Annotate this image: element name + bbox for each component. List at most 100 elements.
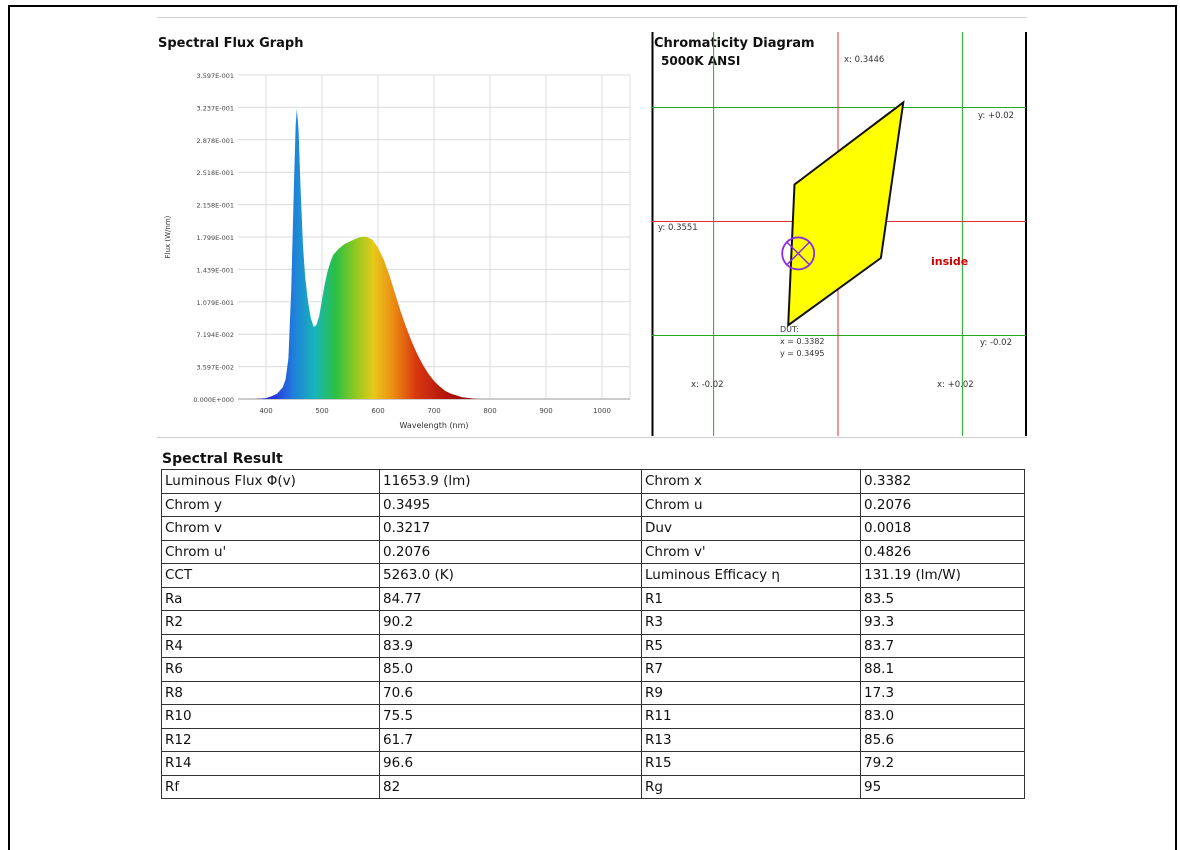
result-label: Rg	[641, 774, 861, 799]
table-row: R8 70.6 R9 17.3	[161, 680, 1025, 705]
chromaticity-subtitle: 5000K ANSI	[661, 54, 741, 68]
result-value: 85.0	[379, 657, 642, 682]
result-label: Chrom v'	[641, 539, 861, 564]
table-row: Chrom u' 0.2076 Chrom v' 0.4826	[161, 539, 1025, 564]
result-label: Chrom x	[641, 469, 861, 494]
y-tick-label: 1.799E-001	[197, 234, 234, 242]
dut-circle	[781, 236, 816, 271]
result-value: 0.3495	[379, 492, 642, 517]
result-label: R10	[161, 704, 380, 729]
result-value: 83.7	[860, 633, 1025, 658]
y-tick-label: 2.878E-001	[197, 137, 234, 145]
y-tick-label: 1.439E-001	[197, 266, 234, 274]
result-label: R14	[161, 751, 380, 776]
result-value: 75.5	[379, 704, 642, 729]
table-row: Chrom v 0.3217 Duv 0.0018	[161, 516, 1025, 541]
result-label: Chrom u'	[161, 539, 380, 564]
result-value: 79.2	[860, 751, 1025, 776]
label-y-plus: y: +0.02	[978, 111, 1014, 121]
result-label: Duv	[641, 516, 861, 541]
table-row: R10 75.5 R11 83.0	[161, 704, 1025, 729]
y-tick-label: 2.518E-001	[197, 169, 234, 177]
result-value: 83.5	[860, 586, 1025, 611]
result-value: 0.3217	[379, 516, 642, 541]
result-value: 93.3	[860, 610, 1025, 635]
y-tick-label: 2.158E-001	[197, 202, 234, 210]
result-value: 0.2076	[860, 492, 1025, 517]
result-label: R5	[641, 633, 861, 658]
table-row: Ra 84.77 R1 83.5	[161, 586, 1025, 611]
table-row: CCT 5263.0 (K) Luminous Efficacy η 131.19 (…	[161, 563, 1025, 588]
result-value: 83.0	[860, 704, 1025, 729]
table-row: Chrom y 0.3495 Chrom u 0.2076	[161, 492, 1025, 517]
result-value: 95	[860, 774, 1025, 799]
result-value: 83.9	[379, 633, 642, 658]
spectral-flux-chart: 0.000E+000 3.597E-002 7.194E-002 1.079E-001…	[164, 72, 631, 430]
dut-marker	[781, 236, 816, 271]
result-label: Chrom y	[161, 492, 380, 517]
spectrum-area	[254, 109, 479, 399]
result-value: 85.6	[860, 727, 1025, 752]
label-y-center: y: 0.3551	[658, 223, 698, 233]
top-divider	[157, 17, 1027, 18]
result-label: R13	[641, 727, 861, 752]
x-tick-label: 600	[371, 407, 384, 415]
label-x-center: x: 0.3446	[844, 55, 884, 65]
x-tick-label: 500	[315, 407, 328, 415]
dut-cross	[786, 241, 810, 266]
result-label: R9	[641, 680, 861, 705]
result-label: CCT	[161, 563, 380, 588]
x-axis-label: Wavelength (nm)	[399, 421, 468, 430]
y-tick-label: 7.194E-002	[197, 331, 234, 339]
result-label: Ra	[161, 586, 380, 611]
result-value: 96.6	[379, 751, 642, 776]
y-tick-label: 3.597E-001	[197, 72, 234, 80]
result-value: 88.1	[860, 657, 1025, 682]
result-label: R11	[641, 704, 861, 729]
spectral-result-table: Luminous Flux Φ(v) 11653.9 (lm) Chrom x 0.3…	[161, 469, 1025, 799]
result-value: 61.7	[379, 727, 642, 752]
result-label: Rf	[161, 774, 380, 799]
result-label: R2	[161, 610, 380, 635]
table-row: R14 96.6 R15 79.2	[161, 751, 1025, 776]
result-label: R15	[641, 751, 861, 776]
dut-y: y = 0.3495	[780, 349, 825, 358]
x-tick-label: 1000	[593, 407, 611, 415]
dut-title: DUT:	[780, 325, 799, 334]
result-label: Chrom u	[641, 492, 861, 517]
result-label: Chrom v	[161, 516, 380, 541]
result-label: R8	[161, 680, 380, 705]
y-tick-label: 0.000E+000	[193, 396, 234, 404]
label-x-minus: x: -0.02	[691, 380, 724, 390]
status-inside: inside	[931, 255, 968, 268]
result-label: Luminous Efficacy η	[641, 563, 861, 588]
x-tick-label: 700	[427, 407, 440, 415]
y-tick-label: 3.597E-002	[197, 364, 234, 372]
y-axis-label: Flux (W/nm)	[164, 215, 172, 258]
result-label: R4	[161, 633, 380, 658]
table-row: Luminous Flux Φ(v) 11653.9 (lm) Chrom x 0.3…	[161, 469, 1025, 494]
result-value: 90.2	[379, 610, 642, 635]
result-label: R6	[161, 657, 380, 682]
y-tick-label: 3.237E-001	[197, 104, 234, 112]
result-value: 17.3	[860, 680, 1025, 705]
result-value: 70.6	[379, 680, 642, 705]
chromaticity-title: Chromaticity Diagram	[654, 36, 815, 51]
result-value: 5263.0 (K)	[379, 563, 642, 588]
result-value: 0.3382	[860, 469, 1025, 494]
result-label: Luminous Flux Φ(v)	[161, 469, 380, 494]
chromaticity-chart: x: 0.3446 y: 0.3551 y: +0.02 y: -0.02 x:…	[651, 32, 1027, 436]
result-value: 84.77	[379, 586, 642, 611]
table-row: Rf 82 Rg 95	[161, 774, 1025, 799]
table-row: R2 90.2 R3 93.3	[161, 610, 1025, 635]
result-label: R7	[641, 657, 861, 682]
spectral-result-title: Spectral Result	[162, 451, 283, 467]
table-row: R4 83.9 R5 83.7	[161, 633, 1025, 658]
result-label: R1	[641, 586, 861, 611]
x-tick-label: 400	[259, 407, 272, 415]
page-frame	[8, 5, 1177, 850]
result-value: 0.0018	[860, 516, 1025, 541]
label-x-plus: x: +0.02	[937, 380, 974, 390]
middle-divider	[157, 437, 1027, 438]
result-label: R3	[641, 610, 861, 635]
